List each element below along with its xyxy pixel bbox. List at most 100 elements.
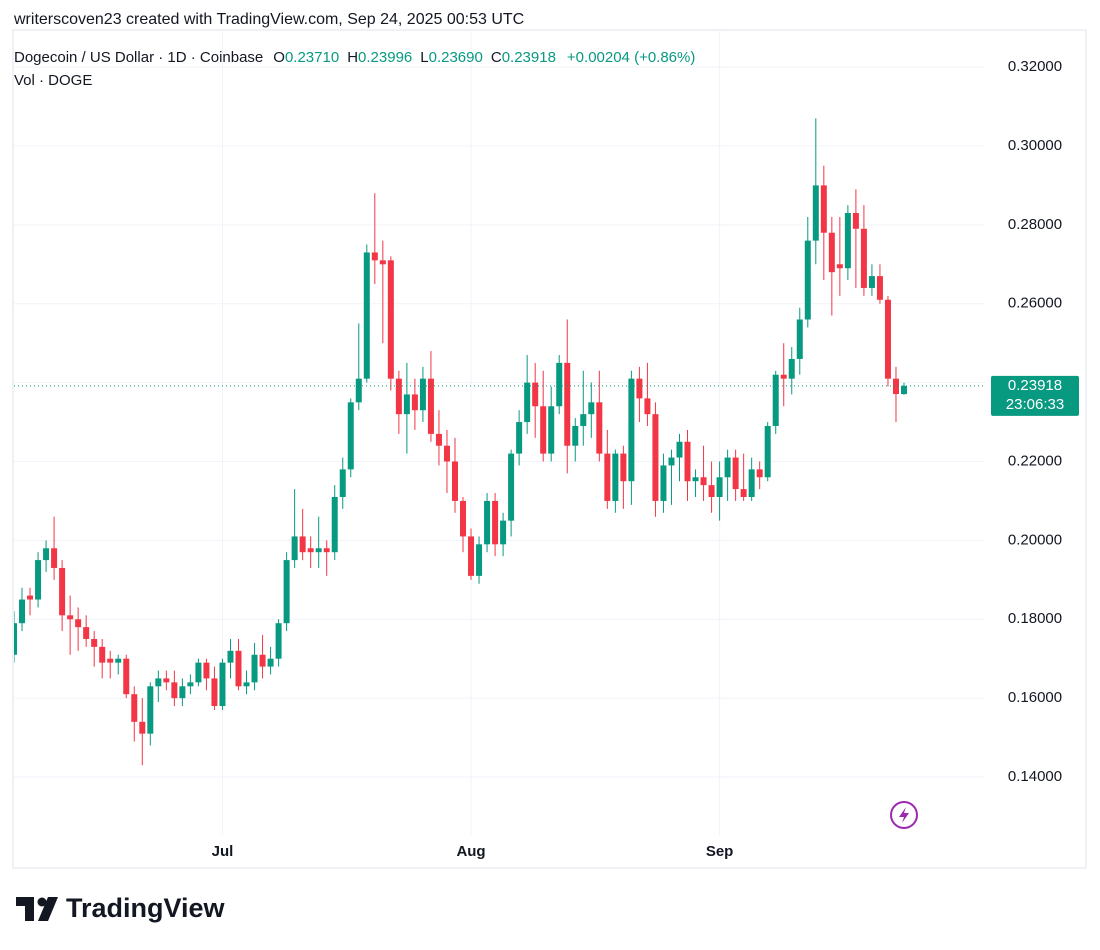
ohlc-value: 0.23710	[284, 49, 340, 66]
candle-body	[267, 658, 274, 667]
candle-body	[788, 358, 795, 379]
ohlc-label: H	[347, 49, 359, 66]
candle-body	[451, 461, 458, 501]
candle-body	[291, 536, 298, 561]
ohlc-value: 0.23996	[358, 49, 413, 66]
candle-body	[219, 662, 226, 707]
y-tick-label: 0.32000	[1008, 58, 1062, 75]
candle-body	[427, 378, 434, 434]
brand-name: TradingView	[66, 893, 226, 923]
candle-body	[211, 678, 218, 707]
candle-body	[740, 489, 747, 497]
y-tick-label: 0.14000	[1008, 768, 1062, 785]
brand-logo	[16, 897, 58, 921]
x-tick-label: Aug	[456, 843, 485, 860]
candle-body	[331, 496, 338, 553]
candle-body	[227, 650, 234, 663]
ohlc-value: 0.23918	[501, 49, 556, 66]
candle-body	[852, 213, 859, 229]
candle-body	[115, 658, 122, 663]
candle-body	[612, 453, 619, 501]
candle-body	[820, 185, 827, 233]
candle-body	[540, 406, 547, 454]
candle-body	[67, 615, 74, 620]
candle-body	[508, 453, 515, 521]
candle-body	[532, 382, 539, 407]
candle-body	[572, 425, 579, 446]
candle-body	[564, 362, 571, 446]
y-tick-label: 0.22000	[1008, 452, 1062, 469]
candle-body	[716, 477, 723, 497]
candle-body	[315, 548, 322, 553]
candle-body	[43, 548, 50, 561]
candle-body	[243, 682, 250, 687]
candle-body	[347, 402, 354, 470]
candle-body	[131, 694, 138, 722]
candle-body	[484, 500, 491, 545]
candle-body	[812, 185, 819, 241]
candle-body	[652, 414, 659, 501]
candle-body	[251, 654, 258, 683]
candle-body	[107, 658, 114, 663]
candle-body	[355, 378, 362, 403]
candle-body	[868, 276, 875, 288]
symbol: Dogecoin / US Dollar · 1D · Coinbase	[14, 49, 264, 66]
candle-body	[379, 260, 386, 265]
candle-body	[187, 682, 194, 687]
candle-body	[516, 422, 523, 454]
candle-body	[756, 469, 763, 478]
candle-body	[604, 453, 611, 501]
candle-body	[844, 213, 851, 269]
candle-body	[123, 658, 130, 695]
candle-body	[724, 457, 731, 478]
candle-body	[700, 477, 707, 486]
chart-frame	[12, 29, 1087, 869]
candle-body	[748, 469, 755, 497]
candle-body	[411, 394, 418, 411]
candle-body	[35, 560, 42, 600]
candle-body	[636, 378, 643, 399]
candle-body	[19, 599, 26, 624]
candle-body	[692, 477, 699, 482]
candle-body	[323, 548, 330, 553]
y-tick-label: 0.16000	[1008, 689, 1062, 706]
candle-body	[588, 402, 595, 415]
candle-body	[99, 646, 106, 663]
last-price-label: 0.23918	[1008, 377, 1062, 394]
candle-body	[836, 264, 843, 269]
ohlc-label: O	[273, 49, 285, 66]
candle-body	[796, 319, 803, 359]
candle-body	[51, 548, 58, 568]
candle-body	[732, 457, 739, 490]
candle-body	[684, 441, 691, 482]
candle-body	[299, 536, 306, 553]
y-tick-label: 0.30000	[1008, 137, 1062, 154]
candle-body	[371, 252, 378, 261]
candle-body	[363, 252, 370, 379]
ohlc-label: C	[490, 49, 502, 66]
candle-body	[195, 662, 202, 683]
candle-body	[163, 678, 170, 683]
candle-body	[892, 378, 899, 395]
ohlc-label: L	[420, 49, 429, 66]
y-tick-label: 0.28000	[1008, 216, 1062, 233]
candle-body	[556, 362, 563, 407]
y-tick-label: 0.18000	[1008, 610, 1062, 627]
candle-body	[307, 548, 314, 553]
candle-body	[628, 378, 635, 482]
x-tick-label: Jul	[212, 843, 234, 860]
candle-body	[83, 627, 90, 639]
y-tick-label: 0.20000	[1008, 531, 1062, 548]
last-price-box	[991, 375, 1079, 416]
countdown: 23:06:33	[1006, 396, 1064, 413]
candle-body	[828, 232, 835, 273]
candle-body	[403, 394, 410, 415]
x-tick-label: Sep	[706, 843, 734, 860]
candle-body	[468, 536, 475, 576]
candle-body	[901, 385, 907, 395]
ohlc-value: 0.23690	[428, 49, 483, 66]
volume-label: Vol · DOGE	[14, 72, 93, 89]
candle-body	[283, 560, 290, 624]
change: +0.00204 (+0.86%)	[566, 49, 696, 66]
